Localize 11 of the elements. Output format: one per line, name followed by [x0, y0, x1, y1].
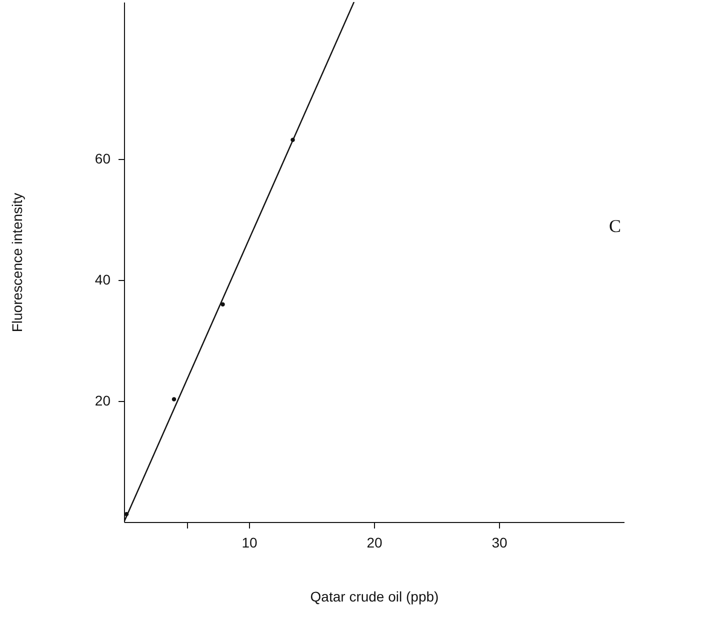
y-axis-title: Fluorescence intensity — [8, 192, 25, 332]
point — [172, 397, 176, 402]
y-tick-label: 40 — [94, 272, 111, 288]
x-tick-label: 10 — [242, 534, 258, 550]
y-tick-label: 20 — [94, 392, 111, 409]
point — [220, 302, 225, 306]
x-axis-title: Qatar crude oil (ppb) — [310, 588, 439, 604]
y-tick-label: 60 — [94, 150, 111, 167]
x-tick-label: 30 — [492, 534, 508, 550]
x-tick-label: 20 — [366, 534, 382, 550]
annotation: C — [609, 216, 622, 236]
